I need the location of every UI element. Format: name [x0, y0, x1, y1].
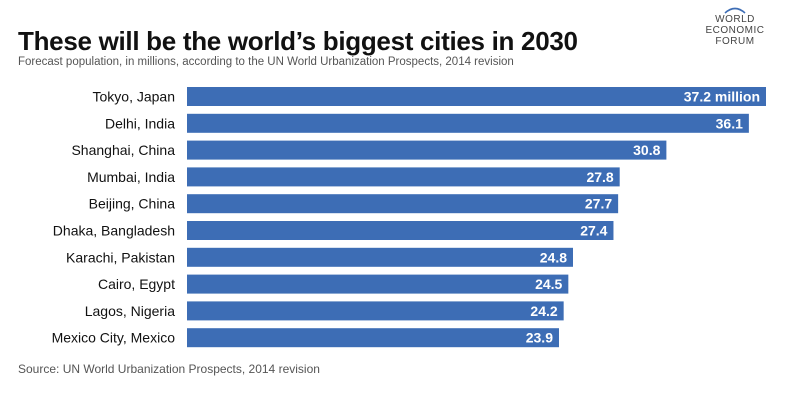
- category-label: Dhaka, Bangladesh: [53, 223, 175, 239]
- bar-2: [187, 140, 667, 160]
- value-label: 24.5: [535, 276, 562, 292]
- value-label: 37.2 million: [684, 89, 760, 105]
- bar-6: [187, 247, 573, 267]
- category-label: Mumbai, India: [87, 169, 175, 185]
- category-label: Tokyo, Japan: [93, 89, 176, 105]
- logo-line-1: WORLD: [715, 14, 755, 25]
- bar-0: [187, 87, 766, 106]
- world-economic-forum-logo: WORLD ECONOMIC FORUM: [690, 6, 780, 56]
- logo-arc-icon: [724, 7, 746, 14]
- bar-3: [187, 167, 620, 187]
- value-label: 24.8: [540, 249, 567, 265]
- value-label: 27.7: [585, 196, 612, 212]
- category-label: Cairo, Egypt: [98, 276, 175, 292]
- category-label: Mexico City, Mexico: [52, 330, 176, 346]
- value-label: 24.2: [530, 303, 557, 319]
- bar-5: [187, 221, 614, 240]
- bar-9: [187, 328, 559, 348]
- chart-subtitle: Forecast population, in millions, accord…: [18, 56, 514, 68]
- logo-line-3: FORUM: [715, 36, 755, 47]
- bar-8: [187, 301, 564, 321]
- category-label: Beijing, China: [89, 196, 176, 212]
- source-note: Source: UN World Urbanization Prospects,…: [18, 362, 320, 376]
- category-label: Shanghai, China: [71, 142, 175, 158]
- value-label: 27.4: [580, 223, 607, 239]
- value-label: 23.9: [526, 330, 553, 346]
- logo-line-2: ECONOMIC: [705, 25, 765, 36]
- bar-7: [187, 274, 569, 294]
- bar-1: [187, 113, 749, 133]
- bar-4: [187, 194, 619, 214]
- value-label: 30.8: [633, 142, 660, 158]
- category-label: Lagos, Nigeria: [85, 303, 175, 319]
- value-label: 36.1: [716, 115, 743, 131]
- category-label: Delhi, India: [105, 115, 175, 131]
- chart-title: These will be the world’s biggest cities…: [18, 26, 578, 56]
- category-label: Karachi, Pakistan: [66, 249, 175, 265]
- value-label: 27.8: [586, 169, 613, 185]
